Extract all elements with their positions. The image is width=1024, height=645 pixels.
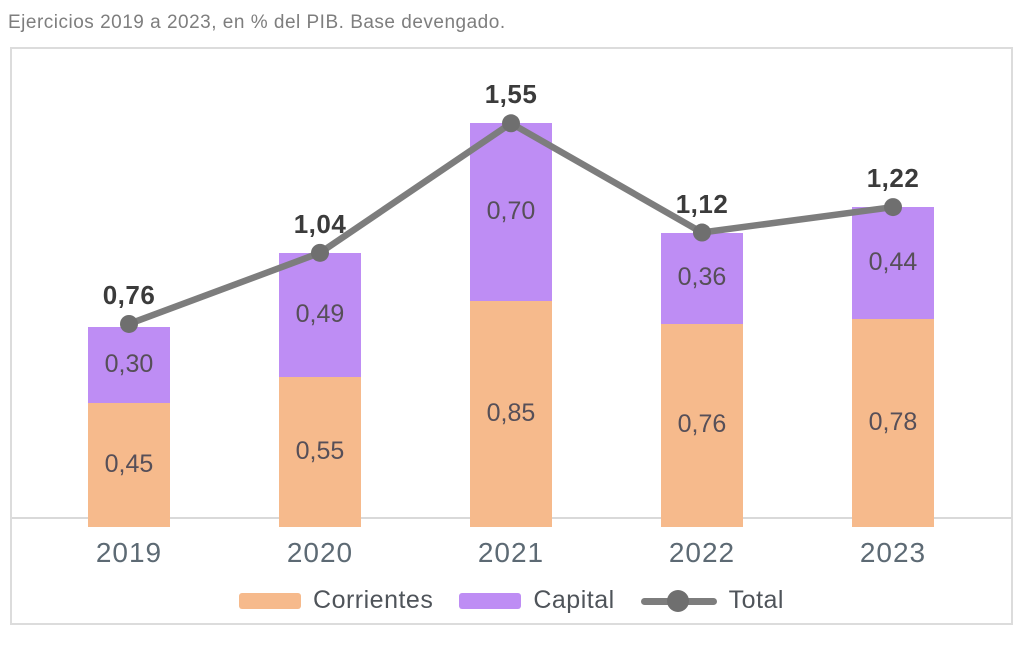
corrientes-swatch-icon	[239, 592, 302, 609]
bar-segment-corrientes-2019	[88, 402, 170, 527]
value-label-capital-2023: 0,44	[868, 248, 918, 276]
value-label-capital-2019: 0,30	[104, 349, 154, 378]
total-label-2020: 1,04	[293, 208, 347, 239]
bar-segment-corrientes-2020	[279, 377, 361, 527]
legend-label-capital: Capital	[533, 586, 615, 614]
legend-label-total: Total	[728, 586, 784, 614]
chart-frame: 0,45 0,30 0,76 2019 0,55 0,49 1,04 2020 0,85 0,70…	[10, 47, 1013, 625]
legend-item-corrientes: Corrientes	[239, 586, 433, 615]
value-label-corrientes-2022: 0,76	[677, 410, 727, 439]
legend: Corrientes Capital Total	[12, 586, 1011, 615]
total-label-2023: 1,22	[866, 163, 920, 194]
chart-title: Ejercicios 2019 a 2023, en % del PIB. Ba…	[8, 12, 506, 33]
bar-segment-corrientes-2023	[852, 318, 934, 527]
total-label-2022: 1,12	[675, 188, 729, 219]
value-label-corrientes-2020: 0,55	[295, 437, 345, 466]
total-line-icon	[640, 589, 717, 612]
legend-label-corrientes: Corrientes	[313, 586, 434, 614]
legend-item-capital: Capital	[459, 586, 614, 615]
total-label-2019: 0,76	[102, 279, 156, 310]
value-label-corrientes-2019: 0,45	[104, 449, 154, 478]
value-label-corrientes-2023: 0,78	[868, 407, 918, 436]
x-tick-2020: 2020	[286, 537, 354, 568]
value-label-capital-2022: 0,36	[677, 263, 727, 292]
capital-swatch-icon	[459, 592, 522, 609]
value-label-capital-2021: 0,70	[486, 197, 536, 226]
value-label-corrientes-2021: 0,85	[486, 399, 536, 428]
bar-segment-capital-2019	[88, 326, 170, 403]
bar-segment-corrientes-2022	[661, 323, 743, 527]
legend-item-total: Total	[640, 586, 784, 615]
bar-segment-corrientes-2021	[470, 301, 552, 527]
x-tick-2023: 2023	[859, 537, 927, 568]
value-label-capital-2020: 0,49	[295, 300, 345, 329]
total-label-2021: 1,55	[484, 79, 538, 110]
plot-area: 0,45 0,30 0,76 2019 0,55 0,49 1,04 2020 0,85 0,70…	[12, 49, 1011, 623]
x-tick-2019: 2019	[95, 537, 163, 568]
x-tick-2022: 2022	[668, 537, 736, 568]
x-tick-2021: 2021	[477, 537, 545, 568]
